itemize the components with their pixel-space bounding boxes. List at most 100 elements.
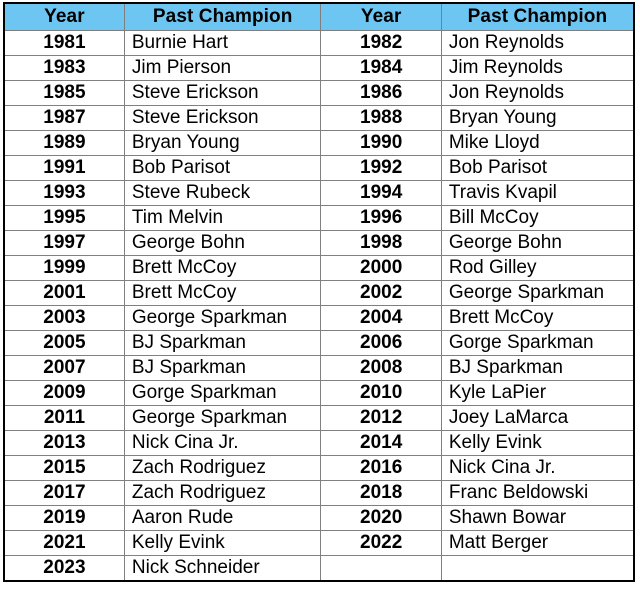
- cell-champion-left: George Sparkman: [123, 305, 322, 331]
- cell-champion-right: Travis Kvapil: [440, 180, 634, 206]
- table-row: 2009 Gorge Sparkman 2010 Kyle LaPier: [4, 380, 634, 406]
- table-row: 1991 Bob Parisot 1992 Bob Parisot: [4, 155, 634, 181]
- cell-champion-right: Shawn Bowar: [440, 505, 634, 531]
- cell-champion-right: Franc Beldowski: [440, 480, 634, 506]
- cell-champion-left: Steve Erickson: [123, 105, 322, 131]
- cell-year-right: 1998: [320, 230, 442, 256]
- cell-champion-right: Kelly Evink: [440, 430, 634, 456]
- table-row: 1997 George Bohn 1998 George Bohn: [4, 230, 634, 256]
- cell-champion-left: Jim Pierson: [123, 55, 322, 81]
- cell-champion-left: George Sparkman: [123, 405, 322, 431]
- cell-year-left: 1993: [4, 180, 125, 206]
- cell-champion-right: Bryan Young: [440, 105, 634, 131]
- cell-champion-right: Mike Lloyd: [440, 130, 634, 156]
- cell-year-left: 1987: [4, 105, 125, 131]
- cell-year-left: 1999: [4, 255, 125, 281]
- cell-year-right: 2006: [320, 330, 442, 356]
- cell-champion-left: Nick Cina Jr.: [123, 430, 322, 456]
- cell-year-right: 2016: [320, 455, 442, 481]
- cell-year-left: 1983: [4, 55, 125, 81]
- cell-champion-right: Jon Reynolds: [440, 30, 634, 56]
- table-row: 2003 George Sparkman 2004 Brett McCoy: [4, 305, 634, 331]
- cell-champion-left: Kelly Evink: [123, 530, 322, 556]
- cell-year-left: 1989: [4, 130, 125, 156]
- table-row: 2023 Nick Schneider: [4, 555, 634, 581]
- cell-year-left: 1995: [4, 205, 125, 231]
- cell-champion-left: Brett McCoy: [123, 255, 322, 281]
- cell-champion-left: Zach Rodriguez: [123, 455, 322, 481]
- table-row: 1999 Brett McCoy 2000 Rod Gilley: [4, 255, 634, 281]
- column-header-champion-left: Past Champion: [123, 3, 322, 31]
- cell-year-right: 2004: [320, 305, 442, 331]
- cell-year-right: 2022: [320, 530, 442, 556]
- past-champions-table: Year Past Champion Year Past Champion 19…: [3, 2, 635, 582]
- cell-champion-left: Bob Parisot: [123, 155, 322, 181]
- cell-champion-left: Brett McCoy: [123, 280, 322, 306]
- cell-champion-right: Jon Reynolds: [440, 80, 634, 106]
- table-row: 2007 BJ Sparkman 2008 BJ Sparkman: [4, 355, 634, 381]
- table-body: 1981 Burnie Hart 1982 Jon Reynolds 1983 Jim P…: [4, 30, 634, 581]
- cell-champion-right: Matt Berger: [440, 530, 634, 556]
- cell-year-right: 2000: [320, 255, 442, 281]
- table-row: 2011 George Sparkman 2012 Joey LaMarca: [4, 405, 634, 431]
- table-row: 2019 Aaron Rude 2020 Shawn Bowar: [4, 505, 634, 531]
- cell-champion-right: Brett McCoy: [440, 305, 634, 331]
- table-row: 1987 Steve Erickson 1988 Bryan Young: [4, 105, 634, 131]
- cell-year-right: 1996: [320, 205, 442, 231]
- table-row: 1993 Steve Rubeck 1994 Travis Kvapil: [4, 180, 634, 206]
- cell-year-right: 2014: [320, 430, 442, 456]
- cell-year-right: 2018: [320, 480, 442, 506]
- cell-year-left: 2009: [4, 380, 125, 406]
- cell-year-left: 2017: [4, 480, 125, 506]
- column-header-year-right: Year: [320, 3, 442, 31]
- table-row: 2015 Zach Rodriguez 2016 Nick Cina Jr.: [4, 455, 634, 481]
- cell-champion-left: Burnie Hart: [123, 30, 322, 56]
- cell-champion-right: Nick Cina Jr.: [440, 455, 634, 481]
- cell-year-right: 2002: [320, 280, 442, 306]
- cell-year-left: 2011: [4, 405, 125, 431]
- cell-year-right: 1982: [320, 30, 442, 56]
- cell-year-left: 1985: [4, 80, 125, 106]
- table-row: 1983 Jim Pierson 1984 Jim Reynolds: [4, 55, 634, 81]
- cell-champion-left: BJ Sparkman: [123, 355, 322, 381]
- table-row: 2001 Brett McCoy 2002 George Sparkman: [4, 280, 634, 306]
- cell-year-left: 2021: [4, 530, 125, 556]
- cell-year-right: 1988: [320, 105, 442, 131]
- cell-champion-left: Bryan Young: [123, 130, 322, 156]
- cell-year-right: 2010: [320, 380, 442, 406]
- cell-year-left: 2005: [4, 330, 125, 356]
- cell-year-right: 1990: [320, 130, 442, 156]
- cell-year-right: [320, 555, 442, 581]
- cell-year-left: 1981: [4, 30, 125, 56]
- cell-champion-right: BJ Sparkman: [440, 355, 634, 381]
- cell-champion-right: Gorge Sparkman: [440, 330, 634, 356]
- table-row: 1995 Tim Melvin 1996 Bill McCoy: [4, 205, 634, 231]
- cell-champion-right: Kyle LaPier: [440, 380, 634, 406]
- cell-year-right: 2020: [320, 505, 442, 531]
- table-row: 2005 BJ Sparkman 2006 Gorge Sparkman: [4, 330, 634, 356]
- cell-year-left: 2023: [4, 555, 125, 581]
- table-row: 2017 Zach Rodriguez 2018 Franc Beldowski: [4, 480, 634, 506]
- cell-champion-left: Steve Rubeck: [123, 180, 322, 206]
- table-row: 2013 Nick Cina Jr. 2014 Kelly Evink: [4, 430, 634, 456]
- cell-champion-right: George Bohn: [440, 230, 634, 256]
- cell-year-left: 1997: [4, 230, 125, 256]
- cell-champion-left: BJ Sparkman: [123, 330, 322, 356]
- cell-year-left: 2013: [4, 430, 125, 456]
- cell-year-right: 1984: [320, 55, 442, 81]
- table-row: 1985 Steve Erickson 1986 Jon Reynolds: [4, 80, 634, 106]
- cell-champion-right: [440, 555, 634, 581]
- cell-year-left: 1991: [4, 155, 125, 181]
- cell-champion-right: Bob Parisot: [440, 155, 634, 181]
- cell-year-right: 1992: [320, 155, 442, 181]
- cell-year-left: 2019: [4, 505, 125, 531]
- table-row: 1989 Bryan Young 1990 Mike Lloyd: [4, 130, 634, 156]
- cell-champion-left: Steve Erickson: [123, 80, 322, 106]
- cell-year-right: 1994: [320, 180, 442, 206]
- cell-champion-left: Tim Melvin: [123, 205, 322, 231]
- cell-champion-left: Gorge Sparkman: [123, 380, 322, 406]
- cell-champion-right: Jim Reynolds: [440, 55, 634, 81]
- table-row: 2021 Kelly Evink 2022 Matt Berger: [4, 530, 634, 556]
- cell-year-right: 2008: [320, 355, 442, 381]
- table-row: 1981 Burnie Hart 1982 Jon Reynolds: [4, 30, 634, 56]
